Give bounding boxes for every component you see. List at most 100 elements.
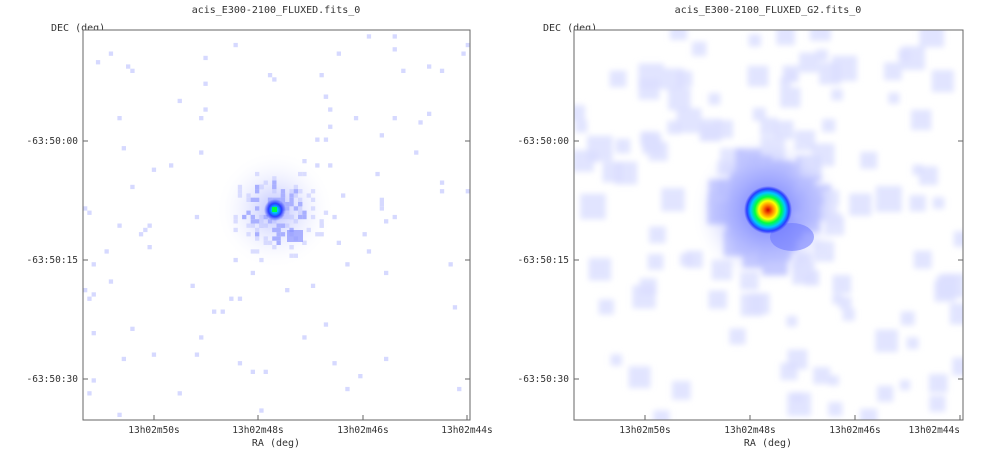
smoothed-blob <box>574 105 586 121</box>
event-pixel <box>414 150 419 155</box>
smoothed-blob <box>729 328 746 345</box>
event-pixel <box>250 369 255 374</box>
event-pixel <box>341 193 346 198</box>
event-pixel <box>220 309 225 314</box>
event-pixel <box>461 51 466 56</box>
event-pixel <box>272 77 277 82</box>
smoothed-blob <box>816 49 828 62</box>
panel-right-xtick-label: 13h02m50s <box>619 425 670 436</box>
event-pixel <box>83 288 88 293</box>
event-pixel <box>323 94 329 99</box>
panel-left-ylabel: DEC (deg) <box>51 23 105 34</box>
panel-left-yticks: -63:50:00 -63:50:15 -63:50:30 <box>27 136 470 385</box>
event-pixel <box>203 81 208 86</box>
smoothed-blob <box>877 385 894 402</box>
event-pixel <box>448 262 453 267</box>
smoothed-blob <box>929 395 946 412</box>
smoothed-blob <box>928 374 948 393</box>
event-pixel <box>91 378 96 383</box>
smoothed-blob <box>911 109 932 131</box>
event-pixel <box>315 163 320 168</box>
smoothed-blob <box>919 166 938 186</box>
panel-right-title: acis_E300-2100_FLUXED_G2.fits_0 <box>675 5 862 16</box>
smoothed-blob <box>909 195 926 212</box>
smoothed-blob <box>809 30 831 41</box>
panel-left-xticks: 13h02m50s 13h02m48s 13h02m46s 13h02m44s <box>128 415 493 436</box>
smoothed-blob <box>842 308 855 321</box>
event-pixel <box>121 146 126 151</box>
event-pixel <box>91 262 96 267</box>
event-pixel <box>379 206 384 211</box>
event-pixel <box>117 116 122 121</box>
event-pixel <box>384 270 389 276</box>
event-pixel <box>362 232 367 237</box>
event-pixel <box>263 369 268 374</box>
panel-left-xtick-label: 13h02m50s <box>128 425 179 436</box>
smoothed-blob <box>832 275 852 294</box>
event-pixel <box>353 116 359 121</box>
panel-right-ytick-label: -63:50:15 <box>518 255 569 266</box>
smoothed-blob <box>822 118 836 133</box>
smoothed-blob <box>913 250 932 269</box>
event-pixel <box>117 223 122 228</box>
smoothed-blob <box>580 193 606 220</box>
smoothed-blob <box>932 197 945 209</box>
event-pixel <box>315 137 320 142</box>
smoothed-blob <box>849 193 872 216</box>
event-pixel <box>177 98 182 104</box>
event-pixel <box>108 279 114 284</box>
event-pixel <box>87 210 92 215</box>
event-pixel <box>358 374 363 379</box>
event-pixel <box>392 116 397 121</box>
event-pixel <box>345 386 350 392</box>
smoothed-blob <box>602 161 623 183</box>
panel-left-frame <box>82 29 471 421</box>
event-pixel <box>457 386 462 392</box>
smoothed-blob <box>647 254 664 270</box>
panel-right-source <box>744 186 792 234</box>
smoothed-blob <box>670 30 688 41</box>
smoothed-blob <box>953 231 963 247</box>
panel-right: acis_E300-2100_FLUXED_G2.fits_0 DEC (deg… <box>518 5 964 449</box>
smoothed-blob <box>787 392 811 416</box>
event-pixel <box>117 412 122 417</box>
smoothed-blob <box>900 311 915 326</box>
smoothed-blob <box>685 250 703 269</box>
event-pixel <box>233 257 238 263</box>
smoothed-blob <box>748 34 761 47</box>
event-pixel <box>439 68 445 73</box>
smoothed-blob <box>831 88 843 101</box>
event-pixel <box>194 352 200 357</box>
panel-right-xtick-label: 13h02m46s <box>829 425 880 436</box>
smoothed-blob <box>828 375 839 386</box>
event-pixel <box>250 270 255 276</box>
smoothed-blob <box>638 78 660 100</box>
event-pixel <box>108 51 114 56</box>
smoothed-blob <box>752 107 766 121</box>
smoothed-blob <box>653 410 670 420</box>
smoothed-blob <box>780 362 798 380</box>
event-pixel <box>237 296 243 301</box>
smoothed-blob <box>747 65 769 87</box>
event-pixel <box>203 107 208 112</box>
smoothed-blob <box>708 93 721 105</box>
event-pixel <box>345 262 350 267</box>
panel-right-ylabel: DEC (deg) <box>543 23 597 34</box>
panel-left-ytick-label: -63:50:00 <box>27 136 79 147</box>
smoothed-blob <box>888 92 900 104</box>
event-pixel <box>83 206 88 211</box>
event-pixel <box>229 296 234 301</box>
smoothed-blob <box>860 408 878 420</box>
event-pixel <box>328 163 333 168</box>
event-pixel <box>366 34 372 39</box>
smoothed-blob <box>760 117 778 136</box>
smoothed-blob <box>860 151 878 169</box>
smoothed-blob <box>574 150 594 172</box>
event-pixel <box>130 184 135 190</box>
smoothed-blob <box>799 52 819 73</box>
smoothed-blob <box>691 41 707 57</box>
panel-right-image <box>574 30 963 420</box>
event-pixel <box>199 335 204 340</box>
event-pixel <box>237 361 243 366</box>
